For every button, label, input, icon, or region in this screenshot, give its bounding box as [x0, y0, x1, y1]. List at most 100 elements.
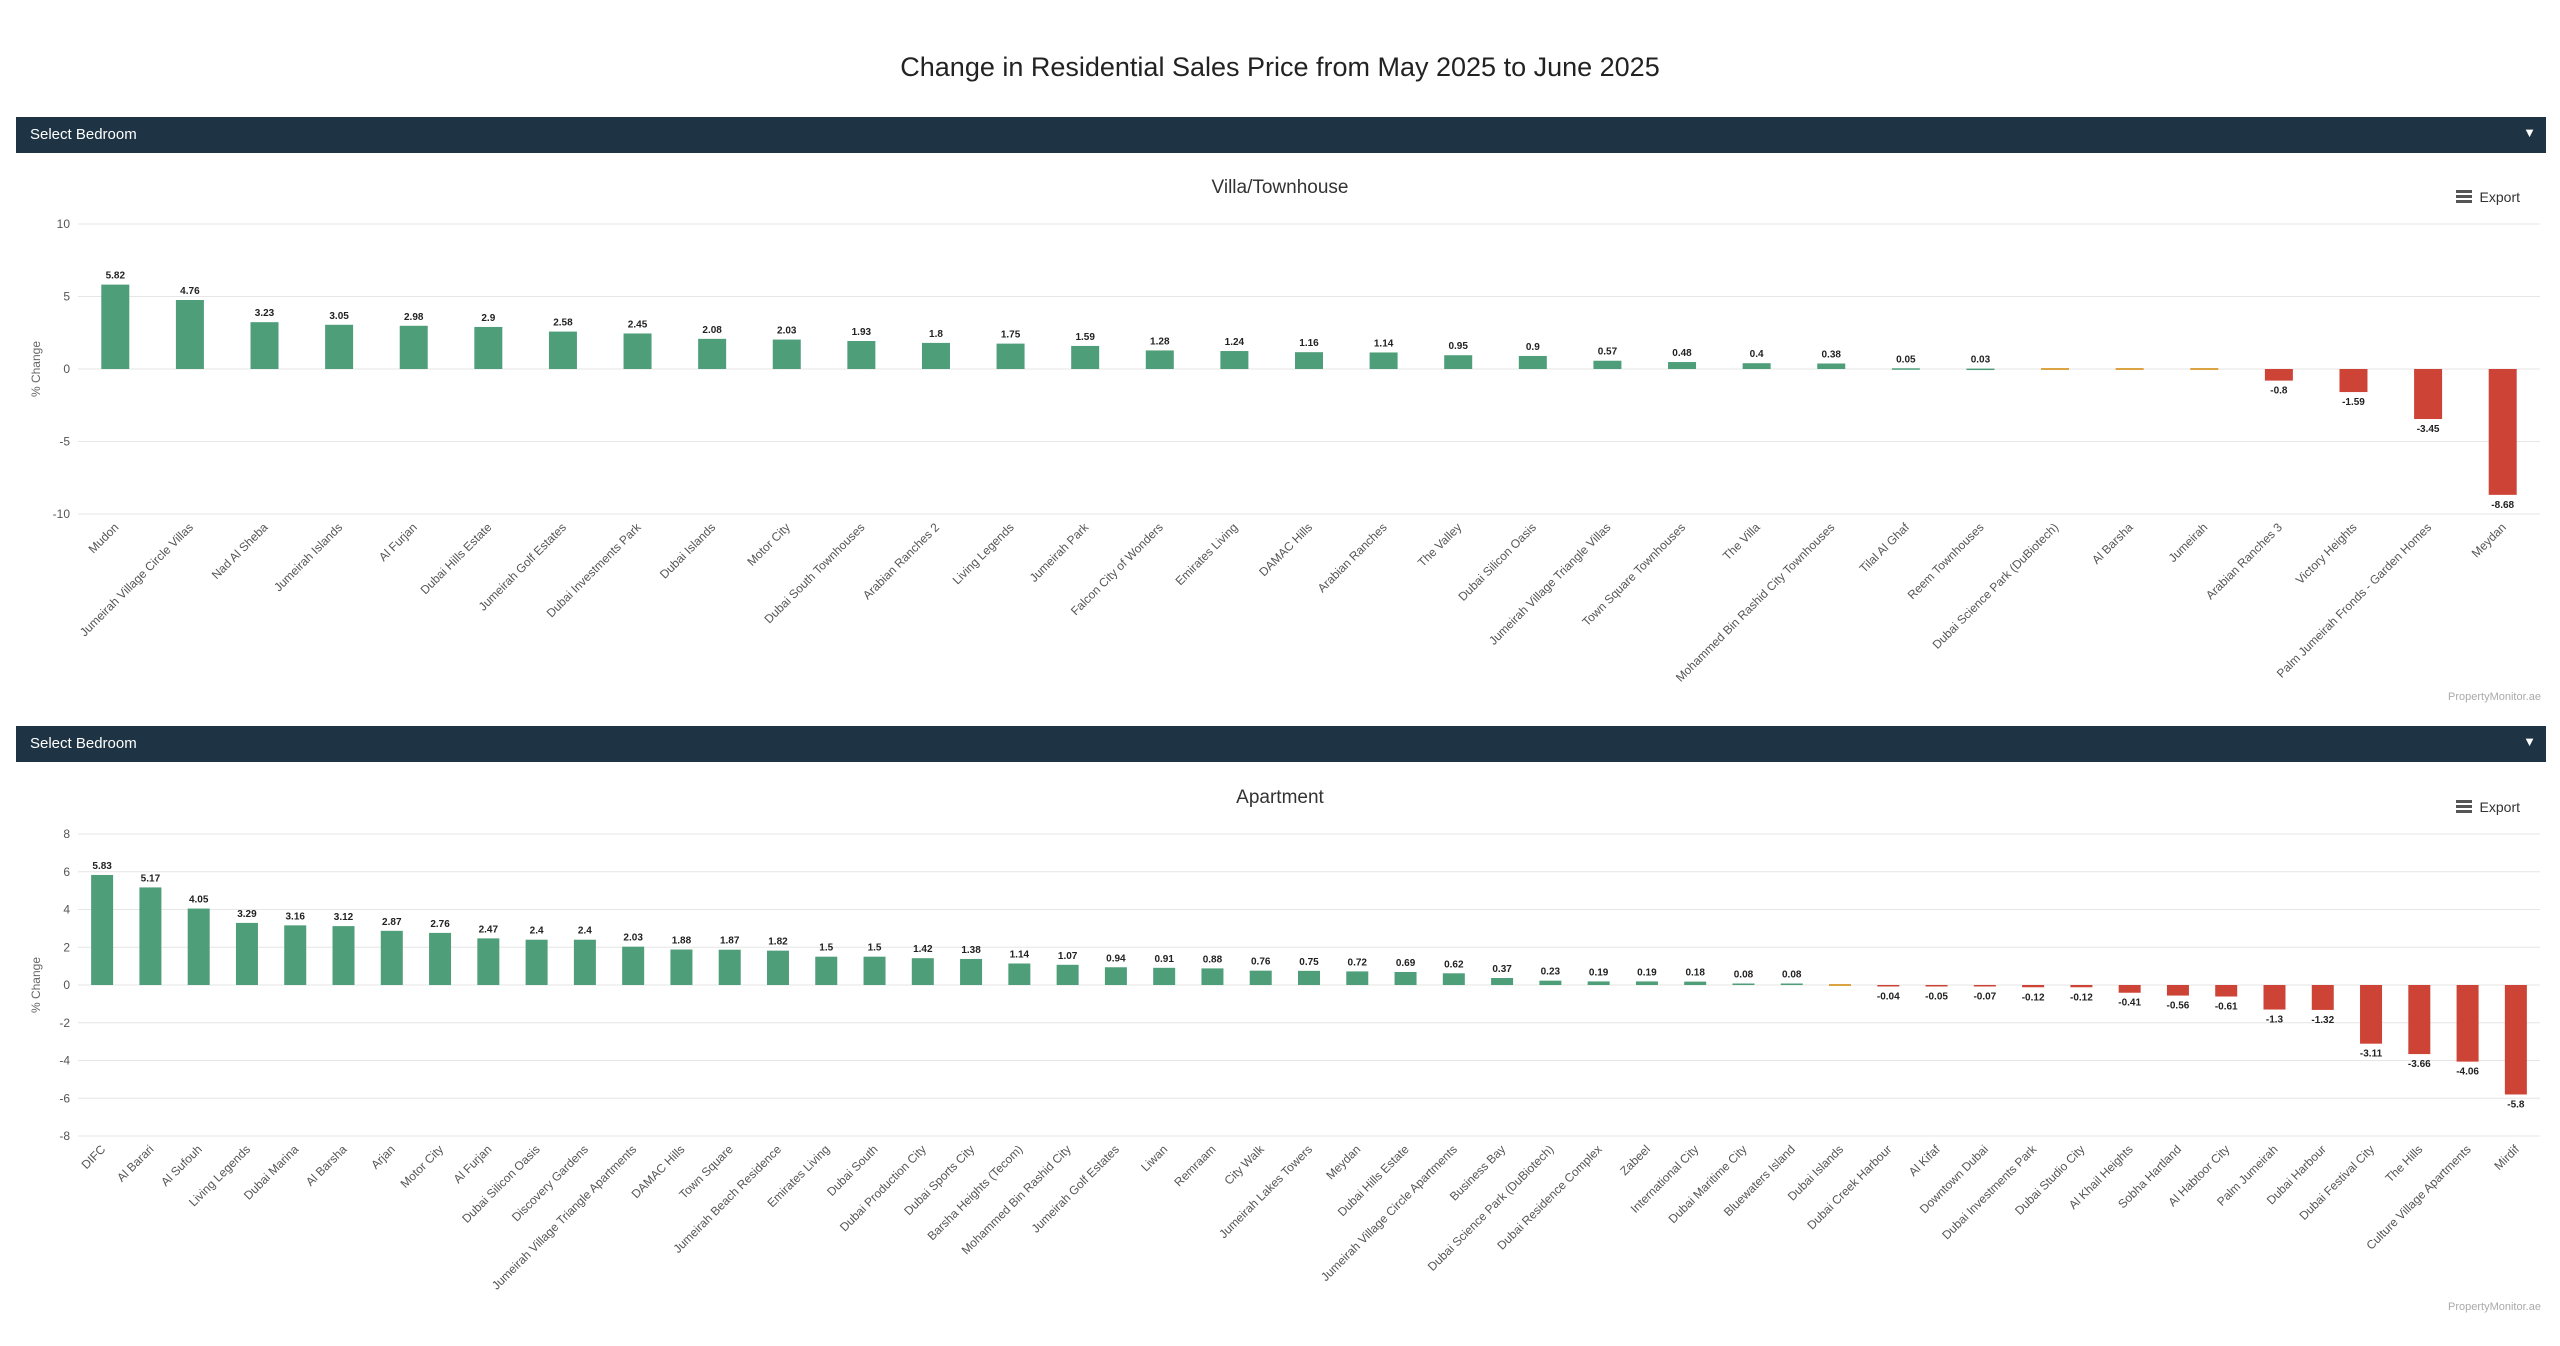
- y-tick-label: -2: [59, 1016, 70, 1030]
- x-tick-label: Dubai Production City: [837, 1142, 929, 1234]
- bar: [2414, 369, 2443, 420]
- data-label: 4.05: [189, 895, 209, 906]
- x-tick-label: Barsha Heights (Tecom): [925, 1142, 1026, 1243]
- data-label: 3.23: [255, 308, 275, 319]
- x-tick-label: Al Furjan: [376, 520, 420, 564]
- bar: [573, 939, 596, 985]
- x-tick-label: Meydan: [2469, 520, 2509, 560]
- export-button-apartment[interactable]: Export: [2455, 798, 2520, 815]
- bar: [863, 956, 886, 985]
- bar: [1877, 985, 1900, 987]
- x-tick-label: Dubai Silicon Oasis: [1455, 520, 1538, 603]
- data-label: -0.07: [1973, 992, 1996, 1003]
- data-label: 2.9: [481, 313, 495, 324]
- bar: [911, 958, 934, 985]
- y-tick-label: -4: [59, 1054, 70, 1068]
- select-bedroom-dropdown-villa[interactable]: Select Bedroom ▼: [16, 117, 2546, 153]
- data-label: 1.59: [1075, 332, 1095, 343]
- data-label: 1.93: [852, 327, 872, 338]
- export-label: Export: [2479, 798, 2520, 815]
- data-label: 1.75: [1001, 330, 1021, 341]
- bar: [2456, 985, 2479, 1062]
- data-label: 0.76: [1251, 957, 1271, 968]
- data-label: 0.4: [1750, 349, 1764, 360]
- bar: [960, 958, 983, 985]
- select-bedroom-label: Select Bedroom: [30, 126, 137, 143]
- y-tick-label: 5: [63, 290, 70, 304]
- bar: [187, 908, 210, 985]
- bar: [1684, 981, 1707, 985]
- data-label: -3.66: [2408, 1059, 2431, 1070]
- x-tick-label: Tilal Al Ghaf: [1857, 520, 1913, 576]
- bar: [1891, 368, 1920, 370]
- x-tick-label: Zabeel: [1617, 1142, 1653, 1178]
- bar: [399, 325, 428, 369]
- x-tick-label: Al Barsha: [303, 1142, 350, 1189]
- data-label: 1.38: [961, 945, 981, 956]
- bar: [2190, 368, 2219, 370]
- bar: [1298, 970, 1320, 985]
- bar: [996, 343, 1025, 369]
- bar: [1394, 971, 1417, 985]
- y-axis-label: % Change: [29, 957, 43, 1013]
- data-label: 1.87: [720, 936, 740, 947]
- y-tick-label: 6: [63, 865, 70, 879]
- select-bedroom-dropdown-apartment[interactable]: Select Bedroom ▼: [16, 726, 2546, 762]
- bar: [766, 950, 789, 985]
- data-label: -0.8: [2270, 386, 2288, 397]
- bar: [1056, 964, 1079, 985]
- x-tick-label: The Villa: [1720, 520, 1763, 563]
- bar: [1593, 360, 1622, 369]
- chart-title: Villa/Townhouse: [1212, 177, 1349, 198]
- data-label: -3.45: [2417, 424, 2440, 435]
- bar: [2339, 369, 2368, 393]
- data-label: -3.11: [2360, 1049, 2383, 1060]
- bar: [1145, 350, 1174, 369]
- bar: [2264, 369, 2293, 381]
- x-tick-label: Jumeirah Park: [1027, 520, 1092, 585]
- bar: [1369, 352, 1398, 369]
- y-tick-label: 2: [63, 940, 70, 954]
- data-label: 2.87: [382, 917, 402, 928]
- bar: [1295, 352, 1323, 369]
- data-label: 5.17: [141, 873, 161, 884]
- y-tick-label: -5: [59, 435, 70, 449]
- data-label: 0.23: [1541, 967, 1561, 978]
- data-label: 0.57: [1598, 347, 1618, 358]
- data-label: 1.16: [1299, 338, 1319, 349]
- data-label: 0.88: [1203, 954, 1223, 965]
- data-label: 0.48: [1672, 348, 1692, 359]
- bar: [1966, 368, 1995, 371]
- x-tick-label: Arabian Ranches: [1315, 520, 1390, 595]
- bar: [1668, 362, 1697, 369]
- bar: [847, 341, 876, 369]
- x-tick-label: Jumeirah Lakes Towers: [1216, 1142, 1315, 1241]
- bar: [1153, 967, 1176, 985]
- data-label: -0.61: [2215, 1002, 2238, 1013]
- bar: [1346, 971, 1369, 985]
- data-label: 2.4: [530, 926, 544, 937]
- data-label: -5.8: [2507, 1099, 2525, 1110]
- page-title: Change in Residential Sales Price from M…: [900, 52, 1660, 82]
- bar: [670, 949, 693, 985]
- credit-text: PropertyMonitor.ae: [2448, 691, 2541, 703]
- bar: [1008, 963, 1031, 985]
- export-button-villa[interactable]: Export: [2455, 188, 2520, 205]
- select-bedroom-label: Select Bedroom: [30, 735, 137, 752]
- y-tick-label: -8: [59, 1129, 70, 1143]
- y-tick-label: -10: [53, 507, 71, 521]
- x-tick-label: Jumeirah: [2166, 520, 2211, 565]
- y-tick-label: 4: [63, 903, 70, 917]
- x-tick-label: Meydan: [1323, 1142, 1363, 1182]
- y-tick-label: 10: [57, 217, 71, 231]
- x-tick-label: Dubai Investments Park: [1939, 1142, 2040, 1243]
- data-label: 5.82: [106, 271, 126, 282]
- bar: [235, 922, 258, 985]
- bar: [380, 930, 403, 985]
- data-label: 1.14: [1010, 949, 1030, 960]
- hamburger-menu-icon: [2455, 188, 2472, 205]
- bar: [1071, 345, 1100, 369]
- x-tick-label: Arjan: [368, 1142, 398, 1172]
- x-tick-label: Motor City: [744, 520, 793, 569]
- bar: [1518, 355, 1547, 369]
